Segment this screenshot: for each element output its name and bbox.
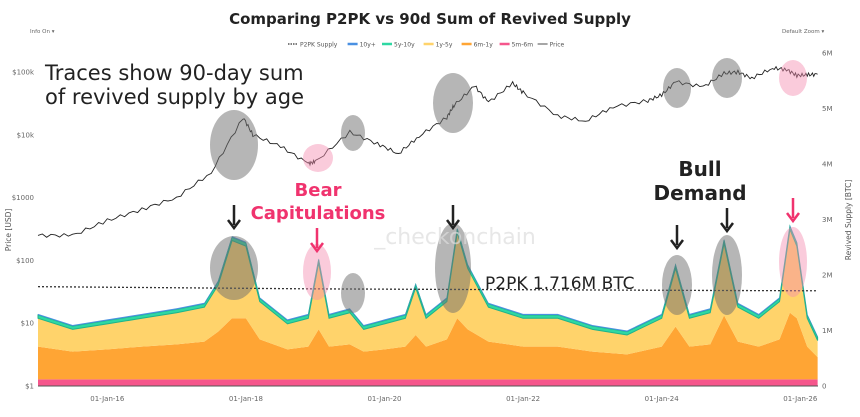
y-tick-right: 2M — [822, 272, 833, 280]
y-tick-right: 4M — [822, 161, 833, 169]
x-tick: 01-Jan-24 — [645, 395, 680, 403]
highlight-ellipse — [663, 68, 691, 108]
highlight-ellipse — [712, 235, 742, 315]
y-tick-left: $10k — [17, 131, 35, 139]
x-tick: 01-Jan-22 — [506, 395, 540, 403]
y-tick-left: $1000 — [12, 194, 34, 202]
info-toggle[interactable]: Info On ▾ — [30, 29, 55, 35]
x-tick: 01-Jan-18 — [229, 395, 263, 403]
x-tick: 01-Jan-26 — [783, 395, 818, 403]
highlight-ellipse — [303, 244, 331, 300]
y-tick-left: $10 — [21, 320, 34, 328]
y-tick-right: 3M — [822, 216, 833, 224]
highlight-ellipse — [210, 110, 258, 180]
legend-item-5y-10y: 5y-10y — [394, 42, 415, 49]
highlight-ellipse — [779, 227, 807, 297]
legend-item-10y+: 10y+ — [360, 42, 376, 49]
arrow-head-icon — [227, 219, 241, 231]
arrow-head-icon — [786, 212, 800, 224]
y-tick-left: $100k — [12, 69, 35, 77]
highlight-ellipse — [341, 273, 365, 313]
highlight-ellipse — [662, 255, 692, 315]
x-tick: 01-Jan-20 — [367, 395, 401, 403]
highlight-ellipse — [341, 115, 365, 151]
p2pk-supply-line — [37, 286, 818, 292]
zoom-selector[interactable]: Default Zoom ▾ — [782, 29, 824, 35]
area-6m-1y — [38, 312, 818, 380]
legend: P2PK Supply 10y+ 5y-10y 1y-5y 6m-1y 5m-6m Pric… — [288, 42, 565, 49]
legend-item-P2PK Supply: P2PK Supply — [300, 42, 338, 49]
traces-annotation-line1: Traces show 90-day sum — [44, 61, 304, 85]
y-axis-left-label: Price [USD] — [4, 209, 13, 252]
legend-item-6m-1y: 6m-1y — [474, 42, 494, 49]
y-tick-left: $100 — [16, 257, 34, 265]
watermark: _checkonchain — [373, 225, 536, 250]
arrow-head-icon — [670, 239, 684, 251]
highlight-ellipse — [779, 60, 807, 96]
legend-item-Price: Price — [550, 42, 565, 49]
p2pk-annotation: P2PK 1.716M BTC — [485, 274, 635, 294]
chart-title: Comparing P2PK vs 90d Sum of Revived Sup… — [229, 10, 631, 28]
y-tick-right: 6M — [822, 50, 833, 58]
bear-annotation-line2: Capitulations — [251, 203, 386, 224]
legend-item-5m-6m: 5m-6m — [512, 42, 534, 49]
legend-item-1y-5y: 1y-5y — [436, 42, 453, 49]
arrow-head-icon — [310, 242, 324, 254]
traces-annotation-line2: of revived supply by age — [45, 85, 304, 109]
y-axis-right-label: Revived Supply [BTC] — [844, 180, 853, 261]
y-tick-right: 0 — [822, 383, 826, 391]
highlight-ellipse — [435, 223, 471, 313]
area-5m-6m — [38, 379, 818, 386]
highlight-ellipse — [303, 144, 333, 172]
bull-annotation-line1: Bull — [678, 157, 721, 181]
highlight-ellipse — [712, 58, 742, 98]
arrow-head-icon — [720, 222, 734, 234]
highlight-ellipse — [210, 236, 258, 300]
x-tick: 01-Jan-16 — [90, 395, 125, 403]
y-tick-right: 1M — [822, 327, 833, 335]
bear-annotation-line1: Bear — [295, 180, 342, 201]
highlight-ellipse — [433, 73, 473, 133]
arrow-head-icon — [446, 219, 460, 231]
y-tick-right: 5M — [822, 105, 833, 113]
y-tick-left: $1 — [25, 383, 34, 391]
bull-annotation-line2: Demand — [653, 181, 746, 205]
